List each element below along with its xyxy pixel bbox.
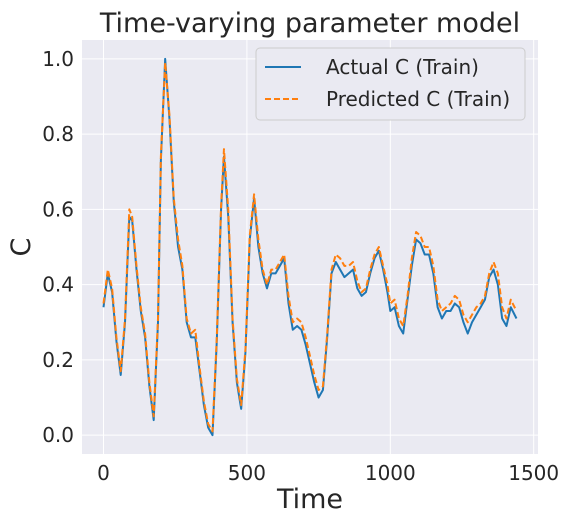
y-tick-label: 0.2 (42, 348, 74, 372)
legend: Actual C (Train) Predicted C (Train) (255, 47, 526, 121)
x-axis-title: Time (276, 484, 343, 515)
y-tick-label: 0.6 (42, 197, 74, 221)
chart-title: Time-varying parameter model (99, 8, 520, 39)
y-tick-label: 0.8 (42, 122, 74, 146)
legend-label-actual: Actual C (Train) (326, 55, 479, 79)
y-tick-label: 1.0 (42, 47, 74, 71)
y-tick-label: 0.0 (42, 423, 74, 447)
x-tick-label: 500 (228, 461, 266, 485)
series-layer (102, 57, 518, 437)
y-axis-title: C (6, 238, 37, 257)
legend-label-predicted: Predicted C (Train) (326, 87, 510, 111)
y-tick-label: 0.4 (42, 273, 74, 297)
tick-labels: 0 500 1000 1500 0.0 0.2 0.4 0.6 0.8 1.0 (42, 47, 559, 485)
legend-box (255, 47, 526, 121)
x-tick-label: 1500 (508, 461, 559, 485)
x-tick-label: 1000 (365, 461, 416, 485)
series-line-predicted (102, 61, 518, 433)
x-tick-label: 0 (97, 461, 110, 485)
